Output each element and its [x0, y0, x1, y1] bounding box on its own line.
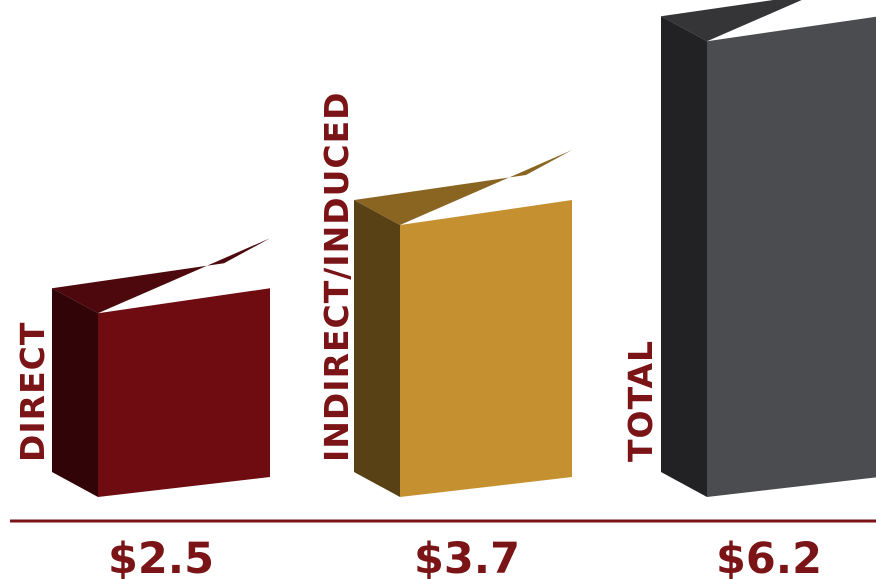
category-label-direct: DIRECT	[13, 322, 52, 462]
bar-indirect-induced	[354, 150, 572, 498]
bar-total	[661, 0, 876, 498]
category-label-total: TOTAL	[621, 340, 660, 462]
category-label-indirect-induced: INDIRECT/INDUCED	[317, 91, 356, 462]
bar-side-face	[354, 200, 400, 498]
value-label-direct: $2.5	[108, 534, 214, 579]
bar-side-face	[661, 16, 707, 498]
bar-top-face	[661, 0, 802, 42]
value-label-indirect-induced: $3.7	[414, 534, 520, 579]
bar-top-face	[52, 238, 270, 314]
value-label-total: $6.2	[716, 534, 822, 579]
bars-group	[52, 0, 876, 498]
bar-side-face	[52, 288, 98, 497]
bar-front-face	[400, 200, 572, 498]
bar-front-face	[98, 288, 270, 497]
labels-group: DIRECT $2.5 INDIRECT/INDUCED $3.7 TOTAL $6.2	[13, 91, 822, 579]
bar-top-face	[354, 150, 572, 226]
bar-direct	[52, 238, 270, 497]
bar-front-face	[707, 16, 876, 497]
